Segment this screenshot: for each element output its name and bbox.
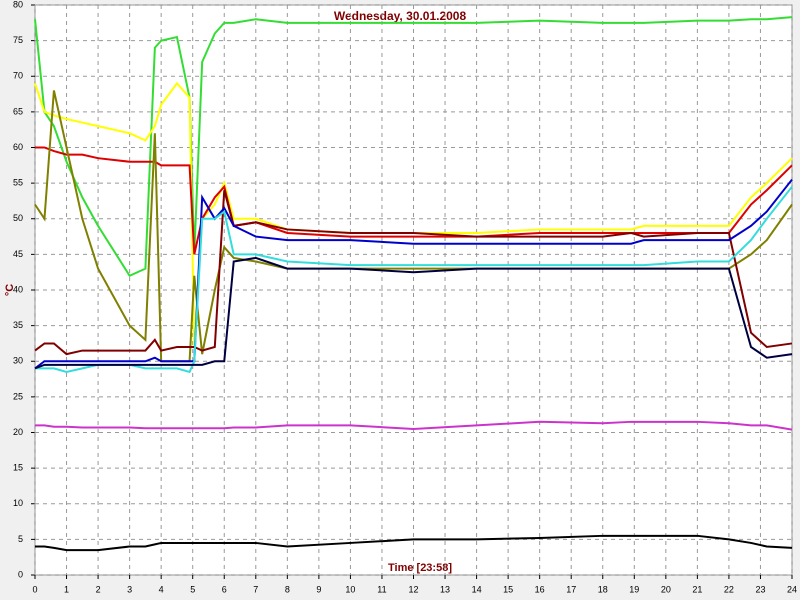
data-line [34,178,793,370]
chart-title: Wednesday, 30.01.2008 [334,9,467,23]
x-tick-label: 1 [64,584,69,594]
y-tick-label: 0 [18,569,23,579]
x-tick-label: 12 [408,584,418,594]
y-tick-label: 55 [13,178,23,188]
data-line [35,420,793,431]
x-tick-label: 20 [661,584,671,594]
x-tick-label: 18 [598,584,608,594]
y-tick-label: 20 [13,427,23,437]
x-tick-label: 5 [190,584,195,594]
y-tick-label: 15 [13,463,23,473]
y-tick-label: 5 [18,534,23,544]
data-line [34,81,793,348]
x-axis-label: Time [23:58] [388,562,452,574]
y-tick-label: 35 [13,320,23,330]
y-tick-label: 25 [13,391,23,401]
y-tick-label: 45 [13,249,23,259]
data-line [34,189,793,356]
data-line [35,534,793,552]
y-tick-label: 65 [13,106,23,116]
x-tick-label: 3 [127,584,132,594]
y-axis-label: °C [4,284,16,296]
x-tick-label: 6 [222,584,227,594]
y-tick-label: 50 [13,213,23,223]
y-tick-label: 30 [13,356,23,366]
y-tick-label: 60 [13,142,23,152]
x-tick-label: 11 [377,584,386,594]
x-tick-label: 13 [440,584,450,594]
y-tick-label: 10 [13,498,23,508]
x-tick-label: 10 [345,584,355,594]
data-line [35,146,793,255]
x-tick-label: 8 [285,584,290,594]
data-line [34,256,793,370]
x-tick-label: 16 [535,584,545,594]
x-tick-label: 24 [787,584,797,594]
x-tick-label: 22 [724,584,734,594]
x-tick-label: 23 [755,584,765,594]
y-tick-label: 70 [13,71,23,81]
x-tick-label: 21 [692,584,702,594]
x-tick-label: 2 [96,584,101,594]
y-tick-label: 75 [13,35,23,45]
x-tick-label: 4 [159,584,164,594]
data-line [34,16,793,278]
x-tick-label: 17 [566,584,576,594]
x-tick-label: 19 [629,584,639,594]
x-tick-label: 9 [316,584,321,594]
x-tick-label: 7 [253,584,258,594]
y-tick-label: 80 [13,0,23,9]
x-tick-label: 0 [32,584,37,594]
y-tick-label: 40 [13,284,23,294]
x-tick-label: 15 [503,584,513,594]
x-tick-label: 14 [472,584,482,594]
